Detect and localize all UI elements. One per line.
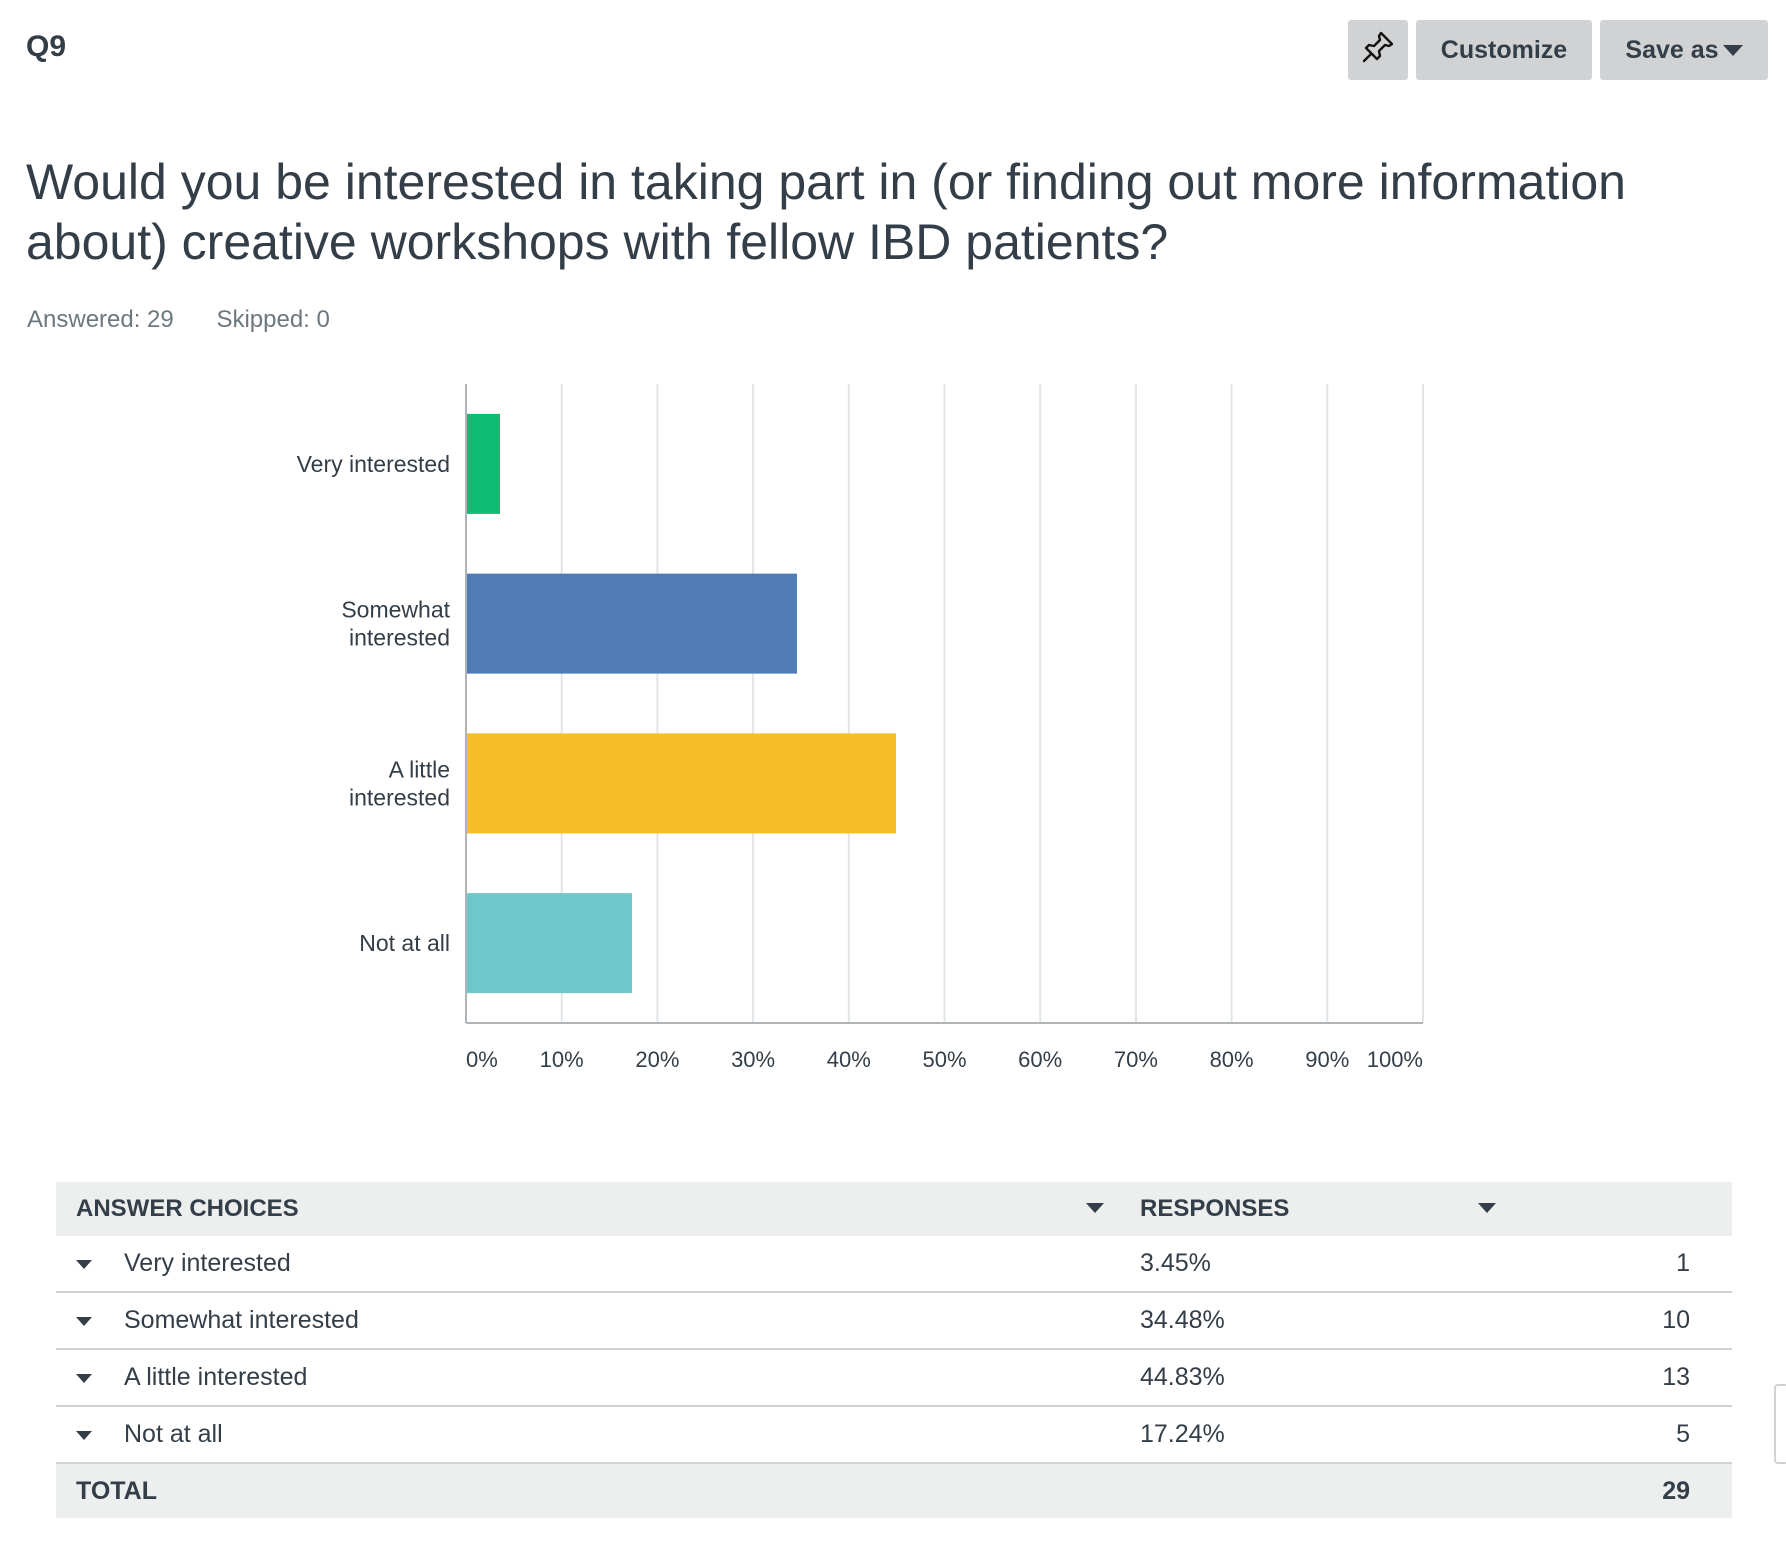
answer-choices-header-label: ANSWER CHOICES	[76, 1195, 299, 1222]
response-percent: 17.24%	[1120, 1406, 1512, 1464]
customize-label: Customize	[1440, 35, 1568, 64]
category-label: Very interested	[297, 451, 450, 477]
x-tick-label: 20%	[635, 1047, 679, 1072]
response-count: 1	[1512, 1236, 1732, 1293]
responses-table: ANSWER CHOICES RESPONSES Very interested…	[56, 1182, 1732, 1518]
table-row: A little interested 44.83% 13	[56, 1349, 1732, 1407]
customize-button[interactable]: Customize	[1416, 20, 1592, 80]
x-tick-label: 30%	[731, 1047, 775, 1072]
bar-chart: 0% 10% 20% 30% 40% 50% 60% 70% 80% 90% 100% Very in…	[297, 384, 1424, 1072]
answered-count: Answered: 29	[27, 306, 174, 333]
expand-caret-icon[interactable]	[76, 1373, 92, 1383]
answer-choices-header[interactable]: ANSWER CHOICES	[56, 1182, 1120, 1236]
skipped-count: Skipped: 0	[216, 306, 330, 333]
x-tick-label: 60%	[1018, 1047, 1062, 1072]
choice-label: Not at all	[124, 1420, 223, 1448]
save-as-label: Save as	[1625, 35, 1719, 64]
expand-caret-icon[interactable]	[76, 1430, 92, 1440]
bar[interactable]	[467, 893, 632, 994]
choice-label: Very interested	[124, 1249, 291, 1277]
table-row: Not at all 17.24% 5	[56, 1406, 1732, 1464]
expand-caret-icon[interactable]	[76, 1316, 92, 1326]
x-tick-label: 0%	[466, 1047, 498, 1072]
x-tick-label: 10%	[540, 1047, 584, 1072]
x-tick-label: 100%	[1367, 1047, 1423, 1072]
question-number: Q9	[26, 30, 67, 63]
sort-caret-icon	[1086, 1203, 1104, 1213]
category-label: Not at all	[359, 930, 450, 956]
choice-label: A little interested	[124, 1363, 308, 1391]
bar[interactable]	[467, 413, 501, 514]
response-stats: Answered: 29 Skipped: 0	[27, 306, 366, 334]
total-row: TOTAL 29	[56, 1463, 1732, 1518]
expand-caret-icon[interactable]	[76, 1259, 92, 1269]
responses-header[interactable]: RESPONSES	[1120, 1182, 1512, 1236]
bar[interactable]	[467, 733, 897, 834]
responses-header-label: RESPONSES	[1140, 1195, 1290, 1222]
x-tick-label: 40%	[827, 1047, 871, 1072]
choice-label: Somewhat interested	[124, 1306, 359, 1334]
pushpin-icon	[1360, 29, 1396, 72]
x-tick-label: 90%	[1305, 1047, 1349, 1072]
sort-caret-icon	[1478, 1203, 1496, 1213]
response-percent: 44.83%	[1120, 1349, 1512, 1407]
category-label: A little interested	[349, 756, 450, 810]
table-row: Very interested 3.45% 1	[56, 1236, 1732, 1293]
total-value: 29	[1512, 1463, 1732, 1518]
response-percent: 34.48%	[1120, 1292, 1512, 1350]
response-count: 10	[1512, 1292, 1732, 1350]
response-count: 13	[1512, 1349, 1732, 1407]
response-count: 5	[1512, 1406, 1732, 1464]
x-tick-label: 80%	[1210, 1047, 1254, 1072]
table-row: Somewhat interested 34.48% 10	[56, 1292, 1732, 1350]
total-label: TOTAL	[56, 1463, 1120, 1518]
pin-button[interactable]	[1348, 20, 1408, 80]
feedback-tab[interactable]	[1774, 1384, 1786, 1464]
save-as-button[interactable]: Save as	[1600, 20, 1768, 80]
bar[interactable]	[467, 573, 797, 674]
caret-down-icon	[1722, 44, 1743, 56]
count-header	[1512, 1182, 1732, 1236]
question-title: Would you be interested in taking part i…	[26, 154, 1626, 270]
category-label: Somewhat interested	[341, 597, 450, 651]
response-percent: 3.45%	[1120, 1236, 1512, 1293]
x-tick-label: 70%	[1114, 1047, 1158, 1072]
x-tick-label: 50%	[922, 1047, 966, 1072]
